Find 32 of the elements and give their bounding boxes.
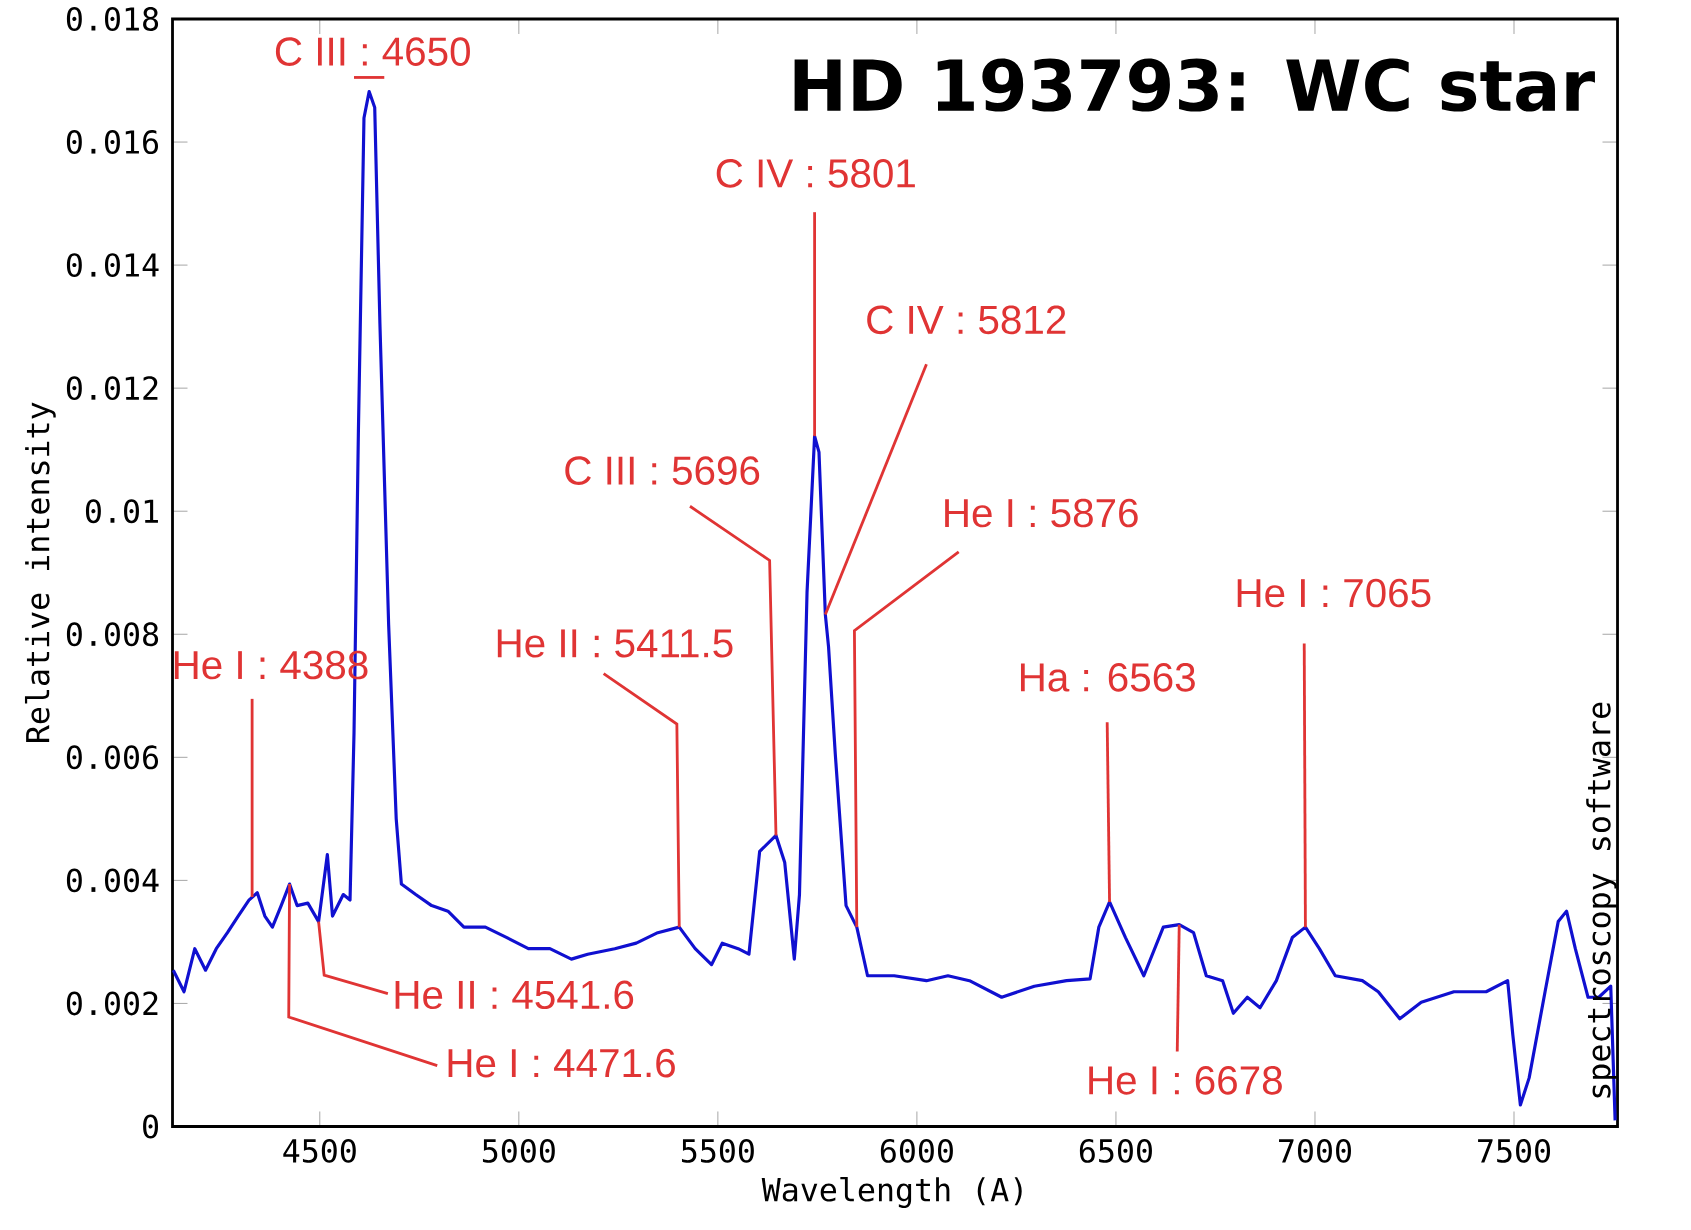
y-tick-label: 0.002	[66, 991, 158, 1016]
x-tick-label: 7000	[1279, 1138, 1351, 1163]
x-tick-label: 7500	[1478, 1138, 1551, 1163]
annotation: C III : 4650	[275, 37, 470, 66]
x-axis-title: Wavelength (A)	[761, 1176, 1022, 1208]
x-tick-label: 5000	[482, 1138, 555, 1163]
y-tick-label: 0	[143, 1114, 159, 1139]
annotation: He I : 6678	[1089, 1066, 1282, 1095]
annotation: He II : 5411.5	[497, 629, 733, 658]
annotation: He I : 5876	[945, 498, 1138, 528]
annotation: Ha : 6563	[1020, 663, 1195, 692]
annotation: He I : 7065	[1237, 578, 1431, 608]
chart-title: HD 193793: WC star	[794, 58, 1595, 112]
y-axis-title: Relative intensity	[24, 402, 56, 742]
y-tick-label: 0.018	[66, 7, 159, 31]
x-tick-label: 4500	[283, 1138, 356, 1163]
y-tick-label: 0.016	[66, 130, 159, 154]
y-tick-label: 0.008	[66, 622, 159, 647]
annotation: He II : 4541.6	[395, 980, 634, 1010]
annotation: He I : 4471.6	[448, 1048, 675, 1078]
x-tick-label: 6500	[1079, 1138, 1152, 1163]
y-tick-label: 0.014	[66, 253, 159, 278]
y-tick-label: 0.01	[85, 499, 158, 524]
annotation: spectroscopy software	[1586, 702, 1617, 1098]
annotation: C IV : 5812	[867, 305, 1066, 335]
annotation: C IV : 5801	[716, 159, 915, 188]
x-tick-label: 5500	[681, 1138, 754, 1163]
y-tick-label: 0.012	[66, 376, 158, 401]
x-tick-label: 6000	[880, 1138, 953, 1163]
y-tick-label: 0.004	[66, 868, 159, 893]
annotation: C III : 5696	[565, 456, 760, 485]
y-tick-label: 0.006	[66, 745, 159, 770]
